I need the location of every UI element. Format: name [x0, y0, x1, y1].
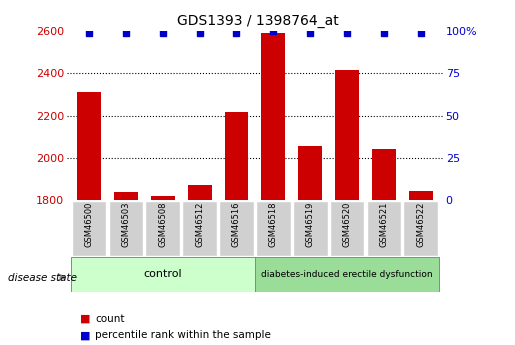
Bar — [151, 196, 175, 200]
Text: GSM46508: GSM46508 — [158, 202, 167, 247]
Text: GSM46516: GSM46516 — [232, 202, 241, 247]
Bar — [225, 112, 248, 200]
FancyBboxPatch shape — [219, 201, 254, 256]
Text: control: control — [144, 269, 182, 279]
Text: ■: ■ — [80, 314, 90, 324]
Text: GSM46521: GSM46521 — [380, 202, 388, 247]
Bar — [114, 192, 138, 200]
Text: percentile rank within the sample: percentile rank within the sample — [95, 331, 271, 340]
FancyBboxPatch shape — [256, 201, 290, 256]
Text: ■: ■ — [80, 331, 90, 340]
Bar — [187, 185, 212, 200]
FancyBboxPatch shape — [403, 201, 438, 256]
Bar — [262, 33, 285, 200]
Text: GDS1393 / 1398764_at: GDS1393 / 1398764_at — [177, 14, 338, 28]
FancyBboxPatch shape — [367, 201, 401, 256]
Bar — [298, 146, 322, 200]
FancyBboxPatch shape — [293, 201, 328, 256]
Text: count: count — [95, 314, 125, 324]
Text: GSM46520: GSM46520 — [342, 202, 352, 247]
Bar — [372, 149, 396, 200]
Text: GSM46518: GSM46518 — [269, 202, 278, 247]
Bar — [335, 70, 359, 200]
FancyBboxPatch shape — [145, 201, 180, 256]
Text: GSM46500: GSM46500 — [84, 202, 94, 247]
Bar — [409, 190, 433, 200]
FancyBboxPatch shape — [109, 201, 143, 256]
Text: disease state: disease state — [8, 273, 77, 283]
Text: diabetes-induced erectile dysfunction: diabetes-induced erectile dysfunction — [261, 270, 433, 279]
FancyBboxPatch shape — [182, 201, 217, 256]
Bar — [77, 92, 101, 200]
FancyBboxPatch shape — [255, 257, 439, 292]
Text: GSM46512: GSM46512 — [195, 202, 204, 247]
Text: GSM46519: GSM46519 — [306, 202, 315, 247]
Text: GSM46522: GSM46522 — [416, 202, 425, 247]
FancyBboxPatch shape — [72, 201, 107, 256]
FancyBboxPatch shape — [330, 201, 365, 256]
Text: GSM46503: GSM46503 — [122, 202, 130, 247]
FancyBboxPatch shape — [71, 257, 255, 292]
